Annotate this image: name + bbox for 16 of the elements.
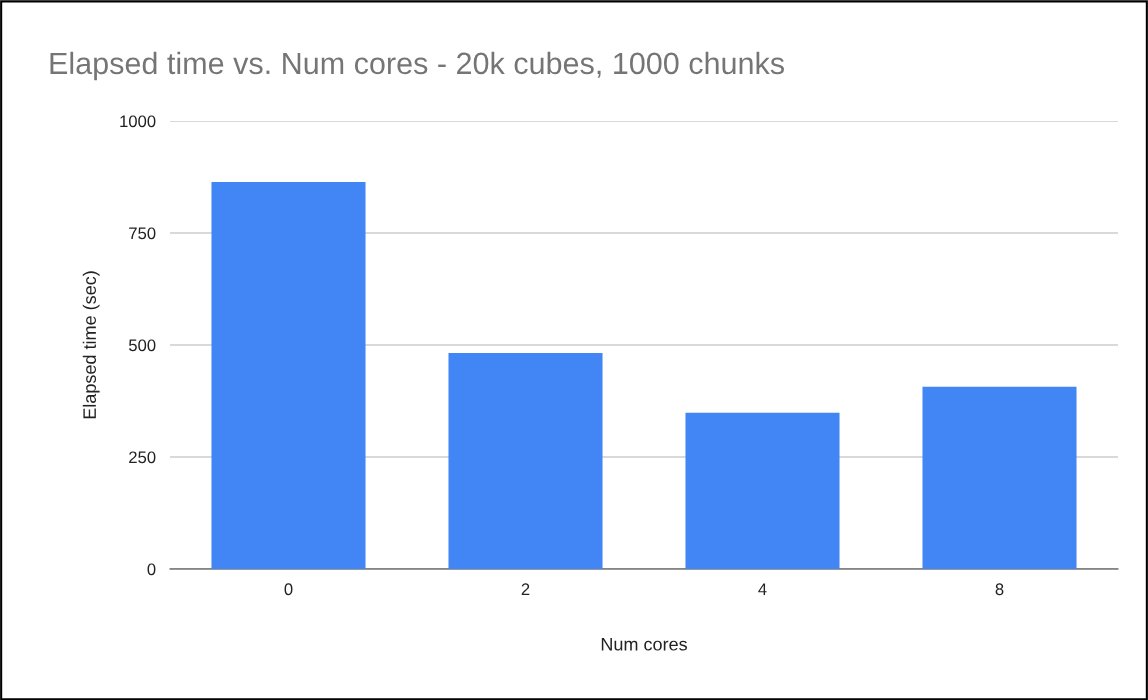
bar: [211, 181, 366, 569]
x-tick-label: 0: [284, 583, 293, 596]
bar: [685, 412, 840, 569]
x-axis-title: Num cores: [601, 637, 687, 651]
chart-title: Elapsed time vs. Num cores - 20k cubes, 1000 chunks: [50, 51, 784, 81]
y-tick-label: 1000: [120, 115, 156, 128]
x-tick-label: 8: [995, 583, 1004, 596]
y-tick-label: 750: [129, 227, 156, 240]
bar: [922, 386, 1077, 569]
y-tick-label: 500: [128, 339, 156, 352]
y-axis-title: Elapsed time (sec): [82, 271, 100, 419]
x-tick-label: 2: [521, 583, 530, 595]
bar: [448, 353, 603, 569]
y-tick-label: 250: [129, 451, 156, 464]
x-tick-label: 4: [758, 583, 767, 595]
y-tick-label: 0: [147, 563, 156, 576]
